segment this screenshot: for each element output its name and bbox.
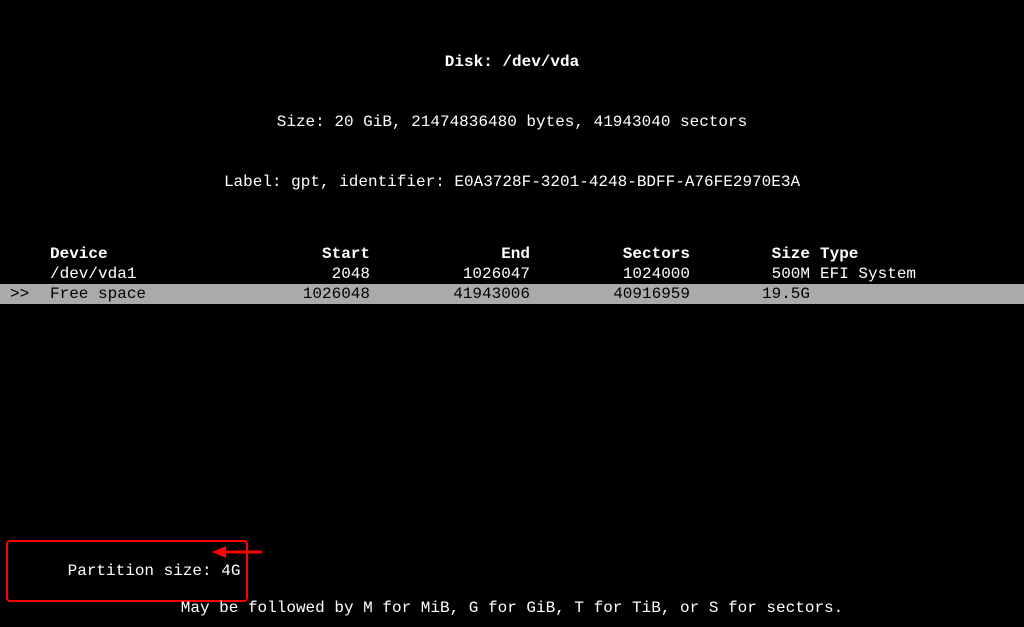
row-device: Free space	[50, 284, 250, 304]
annotation-arrow-icon	[212, 544, 262, 565]
row-marker: >>	[0, 284, 50, 304]
row-type	[810, 284, 1024, 304]
col-end-header: End	[370, 244, 530, 264]
disk-header: Disk: /dev/vda Size: 20 GiB, 21474836480…	[0, 0, 1024, 232]
disk-title: Disk: /dev/vda	[0, 52, 1024, 72]
row-end: 41943006	[370, 284, 530, 304]
col-sectors-header: Sectors	[530, 244, 690, 264]
disk-size-line: Size: 20 GiB, 21474836480 bytes, 4194304…	[0, 112, 1024, 132]
partition-table: Device Start End Sectors Size Type /dev/…	[0, 244, 1024, 304]
row-type: EFI System	[810, 264, 1020, 284]
row-end: 1026047	[370, 264, 530, 284]
footer-hint: May be followed by M for MiB, G for GiB,…	[0, 599, 1024, 617]
row-start: 2048	[250, 264, 370, 284]
row-start: 1026048	[250, 284, 370, 304]
terminal-screen: Disk: /dev/vda Size: 20 GiB, 21474836480…	[0, 0, 1024, 627]
table-row[interactable]: >> Free space 1026048 41943006 40916959 …	[0, 284, 1024, 304]
col-type-header: Type	[810, 244, 1020, 264]
disk-label-line: Label: gpt, identifier: E0A3728F-3201-42…	[0, 172, 1024, 192]
col-size-header: Size	[690, 244, 810, 264]
row-sectors: 40916959	[530, 284, 690, 304]
row-size: 500M	[690, 264, 810, 284]
row-sectors: 1024000	[530, 264, 690, 284]
row-marker	[0, 264, 50, 284]
col-device-header: Device	[50, 244, 250, 264]
row-size: 19.5G	[690, 284, 810, 304]
table-row[interactable]: /dev/vda1 2048 1026047 1024000 500M EFI …	[0, 264, 1024, 284]
col-start-header: Start	[250, 244, 370, 264]
row-device: /dev/vda1	[50, 264, 250, 284]
partition-size-label: Partition size:	[68, 562, 222, 580]
table-header-row: Device Start End Sectors Size Type	[0, 244, 1024, 264]
col-marker-header	[0, 244, 50, 264]
